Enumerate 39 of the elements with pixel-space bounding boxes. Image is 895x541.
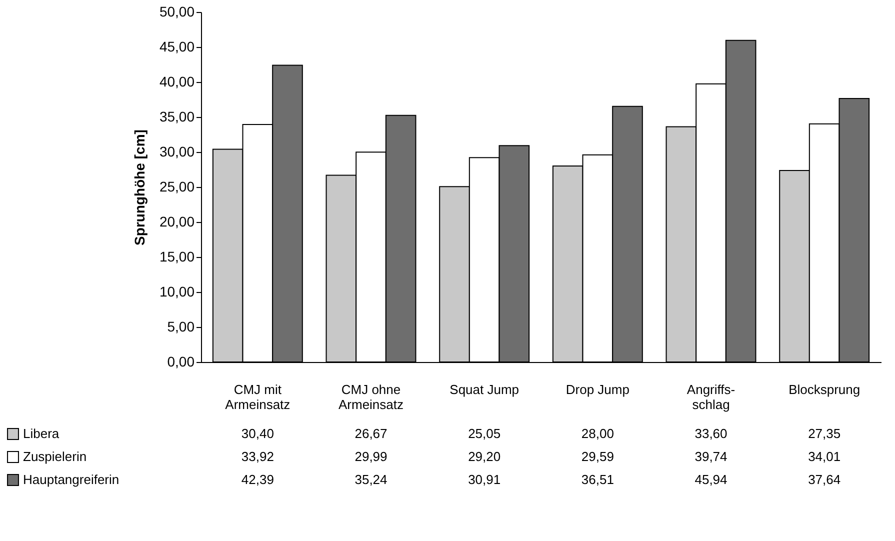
data-label: 33,60	[694, 426, 728, 441]
data-label: 30,40	[241, 426, 274, 441]
y-tick-label: 20,00	[159, 214, 195, 230]
data-label: 25,05	[468, 426, 501, 441]
data-label: 45,94	[694, 472, 728, 487]
data-label: 26,67	[354, 426, 388, 441]
data-label: 30,91	[468, 472, 501, 487]
data-label: 29,99	[354, 449, 388, 464]
data-label: 37,64	[808, 472, 841, 487]
data-label: 36,51	[581, 472, 614, 487]
data-label: 35,24	[354, 472, 388, 487]
data-label: 42,39	[241, 472, 274, 487]
data-label: 28,00	[581, 426, 614, 441]
y-tick-label: 25,00	[159, 178, 195, 194]
x-tick-label: CMJ ohne Armeinsatz	[338, 382, 404, 412]
data-label: 27,35	[808, 426, 841, 441]
x-tick-label: Blocksprung	[788, 382, 860, 397]
y-tick-label: 15,00	[159, 248, 195, 264]
data-label: 29,20	[468, 449, 501, 464]
y-tick-label: 10,00	[159, 284, 195, 300]
y-tick-label: 45,00	[159, 38, 195, 54]
y-tick-label: 30,00	[159, 144, 195, 160]
y-tick-label: 5,00	[167, 318, 195, 334]
y-tick-label: 0,00	[167, 354, 195, 370]
x-tick-label: Squat Jump	[450, 382, 520, 397]
legend-label: Zuspielerin	[23, 449, 87, 464]
data-label: 33,92	[241, 449, 274, 464]
x-tick-label: Angriffs-schlag	[686, 382, 736, 412]
data-label: 29,59	[581, 449, 614, 464]
x-tick-label: CMJ mit Armeinsatz	[225, 382, 290, 412]
x-tick-label: Drop Jump	[566, 382, 630, 397]
y-tick-label: 35,00	[159, 108, 195, 124]
y-axis-title: Sprunghöhe [cm]	[131, 130, 148, 246]
legend-label: Libera	[23, 426, 60, 441]
legend-label: Hauptangreiferin	[23, 472, 120, 487]
y-tick-label: 40,00	[159, 74, 195, 90]
data-label: 34,01	[808, 449, 841, 464]
data-label: 39,74	[694, 449, 728, 464]
y-tick-label: 50,00	[159, 4, 195, 20]
